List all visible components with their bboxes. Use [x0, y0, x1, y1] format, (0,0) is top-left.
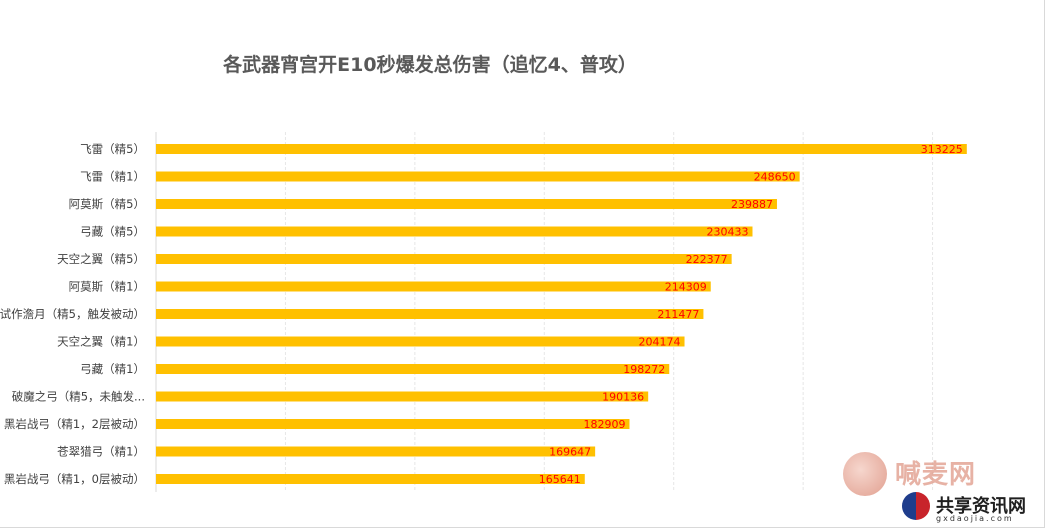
bar: [156, 336, 685, 347]
data-label: 169647: [549, 446, 591, 459]
category-label: 天空之翼（精5）: [57, 252, 145, 266]
watermark-hanmai: 喊麦网: [843, 452, 1043, 496]
data-label: 165641: [539, 473, 581, 486]
bar: [156, 281, 711, 292]
chart-title: 各武器宵宫开E10秒爆发总伤害（追忆4、普攻）: [223, 54, 637, 76]
data-label: 239887: [731, 198, 773, 211]
bar: [156, 364, 670, 374]
category-label: 阿莫斯（精5）: [69, 197, 145, 211]
bar: [156, 199, 777, 209]
bar: [156, 474, 585, 484]
bar: [156, 171, 800, 182]
bar: [156, 391, 649, 402]
data-label: 198272: [623, 363, 665, 376]
category-label: 苍翠猎弓（精1）: [57, 445, 145, 459]
gongxiang-logo-icon: [902, 492, 930, 520]
category-label: 黑岩战弓（精1，2层被动）: [4, 417, 145, 431]
category-label: 弓藏（精5）: [80, 225, 145, 239]
data-label: 248650: [754, 171, 796, 184]
gongxiang-brand: 共享资讯网: [936, 496, 1026, 517]
data-label: 190136: [602, 391, 644, 404]
bar: [156, 309, 704, 319]
gongxiang-url: gxdaojia.com: [936, 514, 1014, 523]
data-label: 214309: [665, 281, 707, 294]
data-label: 211477: [657, 308, 699, 321]
bar: [156, 446, 596, 457]
category-label: 弓藏（精1）: [80, 362, 145, 376]
category-label: 黑岩战弓（精1，0层被动）: [4, 472, 145, 486]
hanmai-brand: 喊麦网: [895, 460, 977, 490]
category-label: 天空之翼（精1）: [57, 335, 145, 349]
hanmai-logo-icon: [843, 452, 887, 496]
bar: [156, 254, 732, 264]
data-label: 182909: [583, 418, 625, 431]
watermark-gongxiang: 共享资讯网 gxdaojia.com: [898, 490, 1044, 526]
data-label: 230433: [706, 226, 748, 239]
category-label: 破魔之弓（精5，未触发...: [12, 390, 145, 404]
bar: [156, 419, 630, 429]
category-label: 飞雷（精1）: [80, 170, 145, 184]
category-label: 试作澹月（精5，触发被动）: [0, 307, 145, 321]
category-label: 飞雷（精5）: [80, 142, 145, 156]
bar: [156, 144, 967, 154]
data-label: 204174: [639, 336, 681, 349]
category-label: 阿莫斯（精1）: [69, 280, 145, 294]
bar: [156, 226, 753, 237]
data-label: 222377: [686, 253, 728, 266]
data-label: 313225: [921, 143, 963, 156]
